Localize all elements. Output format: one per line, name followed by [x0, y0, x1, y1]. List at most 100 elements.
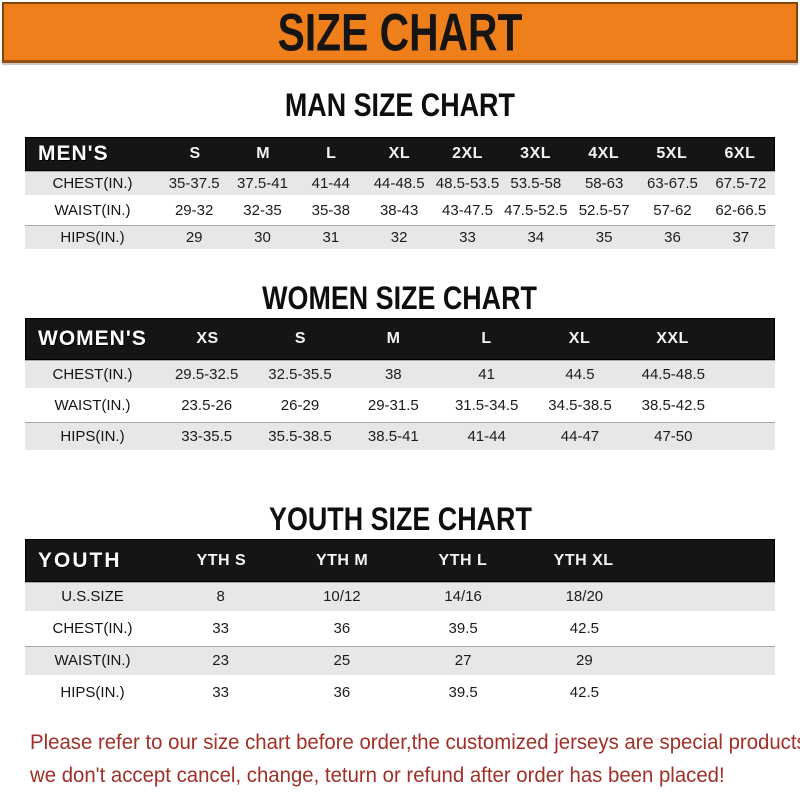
size-cell: 29-32 [174, 201, 214, 219]
size-cell: 58-63 [584, 174, 624, 192]
size-cell: 41-44 [311, 174, 350, 192]
table-row: HIPS(IN.) 33-35.5 35.5-38.5 38.5-41 41-44 44-… [25, 422, 775, 453]
size-cell: 44-47 [560, 427, 600, 445]
size-cell: 44.5 [565, 365, 595, 383]
size-cell: 52.5-57 [578, 201, 630, 219]
column-header: 6XL [724, 145, 756, 162]
size-cell: 48.5-53.5 [435, 174, 500, 192]
size-cell: 47-50 [654, 427, 693, 445]
men-size-table: MEN'S S M L XL 2XL 3XL 4XL 5XL 6XL CHEST(IN.) 35-37… [25, 137, 775, 252]
size-cell: 18/20 [565, 588, 604, 605]
order-notice-line-1: Please refer to our size chart before or… [30, 731, 800, 754]
column-header: 4XL [588, 145, 620, 162]
column-header: XS [196, 330, 219, 347]
size-cell: 47.5-52.5 [504, 201, 568, 219]
column-header: L [481, 330, 492, 347]
column-header: 2XL [452, 145, 483, 162]
men-section-heading: MAN SIZE CHART [0, 89, 800, 121]
size-cell: 14/16 [444, 588, 482, 605]
column-header: XL [388, 145, 411, 162]
men-size-section: MAN SIZE CHART MEN'S S M L XL 2XL 3XL 4XL 5XL 6XL C… [0, 89, 800, 252]
women-size-section: WOMEN SIZE CHART WOMEN'S XS S M L XL XXL CHEST(I… [0, 282, 800, 453]
size-chart-sections: MAN SIZE CHART MEN'S S M L XL 2XL 3XL 4XL 5XL 6XL C… [0, 89, 800, 710]
table-row: CHEST(IN.) 33 36 39.5 42.5 [25, 614, 775, 646]
size-cell: 38.5-42.5 [641, 396, 705, 414]
row-label: U.S.SIZE [61, 588, 124, 605]
men-section-heading-text: MAN SIZE CHART [285, 87, 515, 123]
size-chart-banner: SIZE CHART [2, 2, 798, 63]
size-cell: 38-43 [379, 201, 419, 219]
size-cell: 42.5 [569, 684, 599, 701]
banner-title: SIZE CHART [277, 2, 523, 62]
table-row: HIPS(IN.) 29 30 31 32 33 34 35 36 37 [25, 225, 775, 252]
size-cell: 30 [254, 228, 271, 246]
youth-section-heading-text: YOUTH SIZE CHART [268, 501, 532, 537]
size-cell: 26-29 [280, 396, 320, 414]
column-header: S [294, 330, 307, 347]
size-cell: 29 [576, 652, 593, 669]
size-cell: 29.5-32.5 [174, 365, 239, 383]
table-row: WAIST(IN.) 23.5-26 26-29 29-31.5 31.5-34.5 34… [25, 391, 775, 422]
women-section-heading-text: WOMEN SIZE CHART [262, 280, 538, 316]
table-row: CHEST(IN.) 35-37.5 37.5-41 41-44 44-48.5 48.5… [25, 171, 775, 198]
size-cell: 32-35 [243, 201, 282, 219]
size-cell: 25 [333, 652, 351, 669]
size-cell: 38 [384, 365, 402, 383]
size-cell: 35 [595, 228, 613, 246]
row-label: HIPS(IN.) [60, 427, 125, 445]
size-cell: 43-47.5 [442, 201, 493, 219]
size-cell: 31.5-34.5 [454, 396, 519, 414]
order-notice: Please refer to our size chart before or… [0, 726, 800, 792]
size-cell: 33 [212, 684, 229, 701]
size-cell: 57-62 [653, 201, 692, 219]
size-cell: 42.5 [569, 620, 599, 637]
size-cell: 41-44 [467, 427, 506, 445]
row-label: CHEST(IN.) [52, 620, 133, 637]
size-cell: 33 [212, 620, 229, 637]
size-cell: 37.5-41 [237, 174, 288, 192]
row-label: WAIST(IN.) [54, 396, 131, 414]
size-cell: 34.5-38.5 [548, 396, 612, 414]
row-label: HIPS(IN.) [60, 228, 125, 246]
row-label: CHEST(IN.) [52, 174, 133, 192]
table-row: CHEST(IN.) 29.5-32.5 32.5-35.5 38 41 44.5 44.5… [25, 360, 775, 391]
size-cell: 31 [322, 228, 340, 246]
column-header: L [326, 145, 337, 162]
size-cell: 10/12 [323, 588, 361, 605]
size-cell: 34 [527, 228, 545, 246]
size-cell: 27 [454, 652, 472, 669]
table-row: WAIST(IN.) 23 25 27 29 [25, 646, 775, 678]
column-header: XXL [656, 330, 689, 347]
size-cell: 41 [478, 365, 495, 383]
table-row: WAIST(IN.) 29-32 32-35 35-38 38-43 43-47.5 47.… [25, 198, 775, 225]
column-header: M [256, 145, 271, 162]
size-cell: 44-48.5 [373, 174, 425, 192]
size-cell: 23 [212, 652, 229, 669]
row-label: WAIST(IN.) [54, 201, 131, 219]
column-header: S [189, 145, 201, 162]
size-cell: 33 [459, 228, 476, 246]
size-cell: 35-38 [311, 201, 350, 219]
row-label: CHEST(IN.) [52, 365, 133, 383]
women-size-table: WOMEN'S XS S M L XL XXL CHEST(IN.) 29.5-32.5 32.5… [25, 318, 775, 453]
youth-size-table: YOUTH YTH S YTH M YTH L YTH XL U.S.SIZE 8 10/12… [25, 539, 775, 710]
size-cell: 67.5-72 [715, 174, 767, 192]
column-header: YTH XL [553, 551, 614, 569]
column-header: YTH S [196, 551, 247, 569]
column-header: YTH L [438, 551, 488, 569]
women-table-header-row: WOMEN'S XS S M L XL XXL [25, 318, 775, 360]
size-cell: 35-37.5 [168, 174, 220, 192]
column-header: YTH M [315, 551, 369, 569]
men-table-title: MEN'S [38, 142, 109, 165]
row-label: HIPS(IN.) [60, 684, 125, 701]
youth-section-heading: YOUTH SIZE CHART [0, 503, 800, 535]
size-cell: 39.5 [448, 684, 478, 701]
size-cell: 36 [333, 684, 351, 701]
size-cell: 38.5-41 [367, 427, 419, 445]
size-cell: 62-66.5 [715, 201, 767, 219]
women-table-title: WOMEN'S [38, 327, 147, 350]
size-cell: 53.5-58 [510, 174, 562, 192]
size-cell: 35.5-38.5 [268, 427, 332, 445]
size-cell: 44.5-48.5 [641, 365, 705, 383]
column-header: 3XL [520, 145, 552, 162]
